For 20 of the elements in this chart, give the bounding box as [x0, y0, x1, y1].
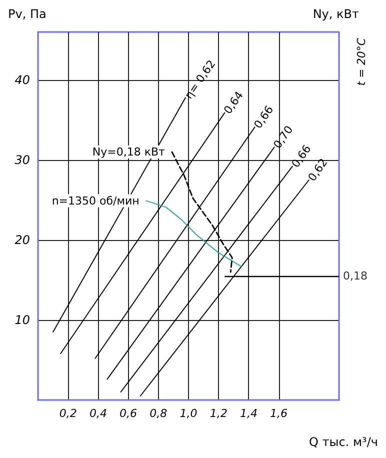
x-tick-label: 1,6 — [270, 407, 288, 420]
x-tick-label: 1,4 — [240, 407, 258, 420]
y-tick-label: 30 — [14, 153, 30, 167]
series-label: Ny=0,18 кВт — [92, 146, 166, 158]
annotation: 0,18 — [343, 270, 368, 282]
series-label: n=1350 об/мин — [52, 194, 140, 208]
x-tick-label: 1,2 — [210, 407, 228, 420]
x-tick-label: 1,0 — [180, 407, 198, 420]
x-tick-label: 0,6 — [120, 407, 138, 420]
line-series — [146, 200, 242, 267]
y-axis-title: Pv, Па — [8, 7, 46, 21]
text: t = 20°C — [355, 38, 368, 86]
x-axis-title: Q тыс. м³/ч — [309, 435, 378, 449]
x-tick-label: 0,2 — [59, 407, 77, 420]
y-tick-label: 40 — [14, 73, 30, 87]
y-tick-label: 10 — [14, 313, 30, 327]
y2-axis-title: Ny, кВт — [312, 7, 359, 21]
x-tick-label: 0,4 — [89, 407, 107, 420]
y-tick-label: 20 — [14, 233, 30, 247]
x-tick-label: 0,8 — [150, 407, 168, 420]
